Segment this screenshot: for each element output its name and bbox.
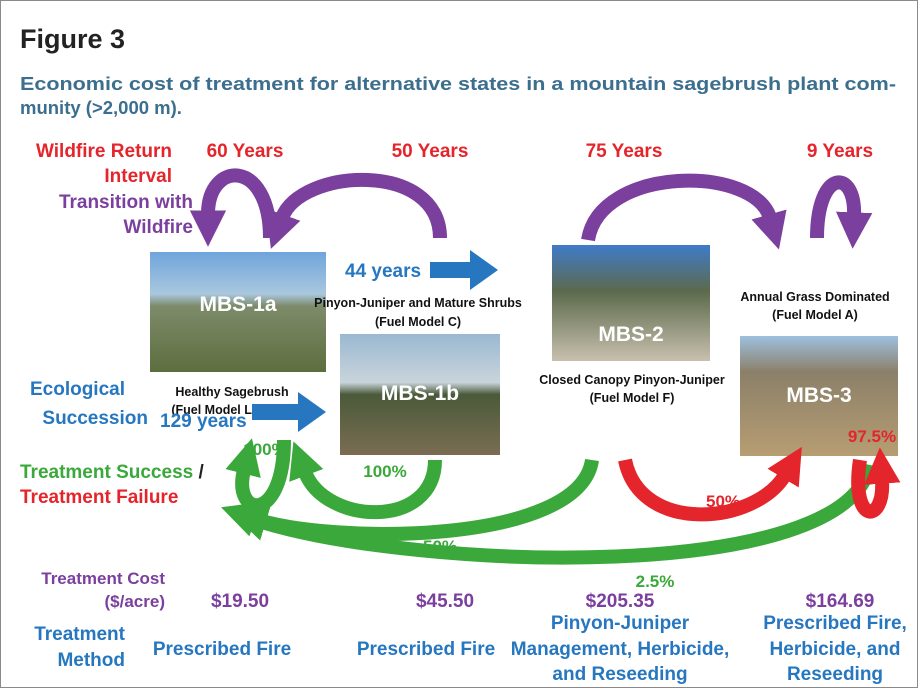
row-label: Wildfire (124, 217, 194, 238)
method: Herbicide, and (770, 639, 901, 660)
outcome: 50% (423, 537, 457, 556)
state-name: Pinyon-Juniper and Mature Shrubs (314, 296, 522, 310)
succession-time: 129 years (160, 411, 247, 432)
method: Reseeding (787, 664, 883, 685)
row-label: Wildfire Return (36, 141, 172, 162)
method: Prescribed Fire, (763, 613, 907, 634)
outcome: 100% (243, 440, 286, 459)
row-label: Treatment Failure (20, 487, 178, 508)
row-label: Transition with (59, 192, 193, 213)
row-label: Interval (104, 166, 172, 187)
state-id: MBS-1b (381, 382, 459, 405)
cost: $205.35 (586, 591, 655, 612)
fuel-model: (Fuel Model F) (590, 391, 675, 405)
method: Prescribed Fire (357, 639, 495, 660)
state-name: Healthy Sagebrush (175, 385, 288, 399)
fuel-model: (Fuel Model A) (772, 308, 858, 322)
cost: $19.50 (211, 591, 269, 612)
interval: 75 Years (586, 141, 663, 162)
row-label: ($/acre) (105, 592, 165, 611)
outcome: 100% (363, 462, 406, 481)
method: Prescribed Fire (153, 639, 291, 660)
separator: / (198, 462, 204, 483)
row-label: Succession (42, 408, 148, 429)
state-id: MBS-2 (598, 323, 663, 346)
fuel-model: (Fuel Model C) (375, 315, 461, 329)
method: and Reseeding (552, 664, 687, 685)
row-label: Treatment Success (20, 462, 193, 483)
row-label: Treatment Success / (20, 462, 204, 483)
row-label: Treatment Cost (41, 569, 165, 588)
succession-time: 44 years (345, 261, 421, 282)
caption: Economic cost of treatment for alternati… (20, 73, 896, 94)
row-label: Ecological (30, 379, 125, 400)
state-id: MBS-1a (199, 293, 276, 316)
figure-label: Figure 3 (20, 24, 125, 54)
interval: 9 Years (807, 141, 873, 162)
row-label: Treatment (34, 624, 125, 645)
outcome: 2.5% (636, 572, 675, 591)
state-name: Annual Grass Dominated (740, 290, 889, 304)
interval: 60 Years (207, 141, 284, 162)
caption: munity (>2,000 m). (20, 97, 182, 118)
cost: $45.50 (416, 591, 474, 612)
method: Management, Herbicide, (511, 639, 730, 660)
row-label: Method (57, 650, 125, 671)
outcome: 97.5% (848, 427, 896, 446)
method: Pinyon-Juniper (551, 613, 690, 634)
figure: Figure 3 Economic cost of treatment for … (0, 0, 918, 688)
state-id: MBS-3 (786, 384, 851, 407)
interval: 50 Years (392, 141, 469, 162)
cost: $164.69 (806, 591, 875, 612)
outcome: 50% (706, 492, 740, 511)
state-name: Closed Canopy Pinyon-Juniper (539, 373, 725, 387)
